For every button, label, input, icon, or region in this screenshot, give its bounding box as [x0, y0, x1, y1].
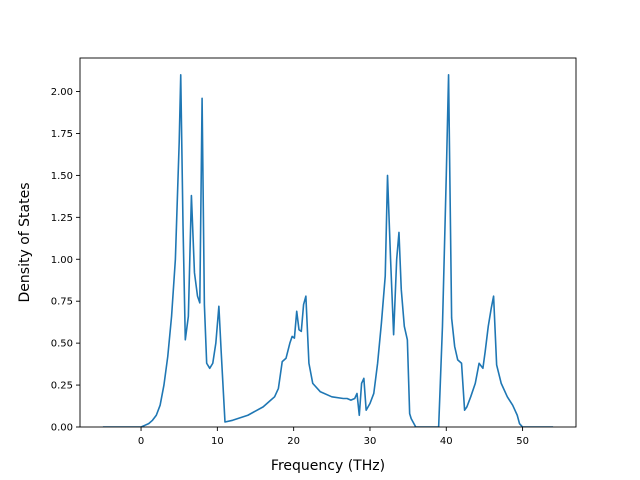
y-tick-label: 1.25	[51, 213, 73, 224]
axis-ticks: 0 10 20 30 40 50 0.00 0.25 0.50 0.75 1.00 1.25 1.50 1…	[51, 87, 529, 447]
x-tick-label: 10	[211, 436, 224, 447]
y-tick-label: 1.75	[51, 129, 73, 140]
series-line-1	[102, 73, 554, 427]
plot-area	[79, 57, 577, 428]
y-axis-label: Density of States	[17, 183, 33, 303]
y-tick-label: 2.00	[51, 87, 73, 98]
y-tick-label: 0.00	[51, 423, 73, 434]
y-tick-label: 0.25	[51, 381, 73, 392]
y-tick-label: 0.75	[51, 297, 73, 308]
x-tick-label: 40	[440, 436, 453, 447]
y-tick-label: 0.50	[51, 339, 73, 350]
y-tick-label: 1.50	[51, 171, 73, 182]
x-axis-label: Frequency (THz)	[271, 458, 385, 474]
y-tick-label: 1.00	[51, 255, 73, 266]
x-tick-label: 0	[138, 436, 144, 447]
x-tick-label: 30	[364, 436, 377, 447]
x-tick-label: 20	[287, 436, 300, 447]
axes-frame	[79, 57, 577, 428]
x-tick-label: 50	[516, 436, 529, 447]
